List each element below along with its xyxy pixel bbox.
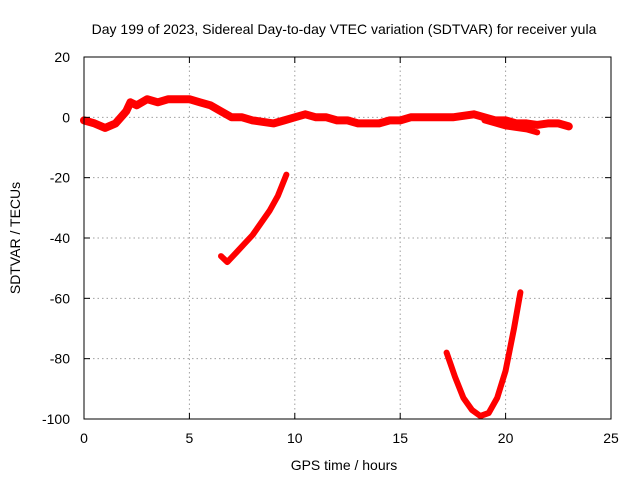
y-tick-label: -80 (50, 351, 70, 367)
plot-frame (83, 56, 612, 420)
series-segment-1 (218, 171, 290, 266)
y-tick-label: -100 (42, 411, 70, 427)
y-axis-label: SDTVAR / TECUs (7, 182, 23, 294)
x-tick-label: 25 (603, 430, 619, 446)
y-tick-label: -20 (50, 170, 70, 186)
x-tick-label: 0 (80, 430, 88, 446)
grid-lines (84, 57, 611, 419)
axis-ticks: 0 5 10 15 20 25 -100 -80 -60 -40 -20 0 20 (42, 49, 619, 446)
x-tick-label: 20 (498, 430, 514, 446)
data-series (80, 95, 573, 419)
x-tick-label: 10 (287, 430, 303, 446)
y-tick-label: -40 (50, 230, 70, 246)
x-tick-label: 15 (392, 430, 408, 446)
x-axis-label: GPS time / hours (291, 457, 398, 473)
chart-title: Day 199 of 2023, Sidereal Day-to-day VTE… (92, 21, 597, 37)
x-tick-label: 5 (186, 430, 194, 446)
series-segment-2 (443, 289, 524, 419)
y-tick-label: 20 (54, 49, 70, 65)
y-tick-label: 0 (62, 109, 70, 125)
y-tick-label: -60 (50, 290, 70, 306)
series-lower-branch (481, 117, 541, 136)
